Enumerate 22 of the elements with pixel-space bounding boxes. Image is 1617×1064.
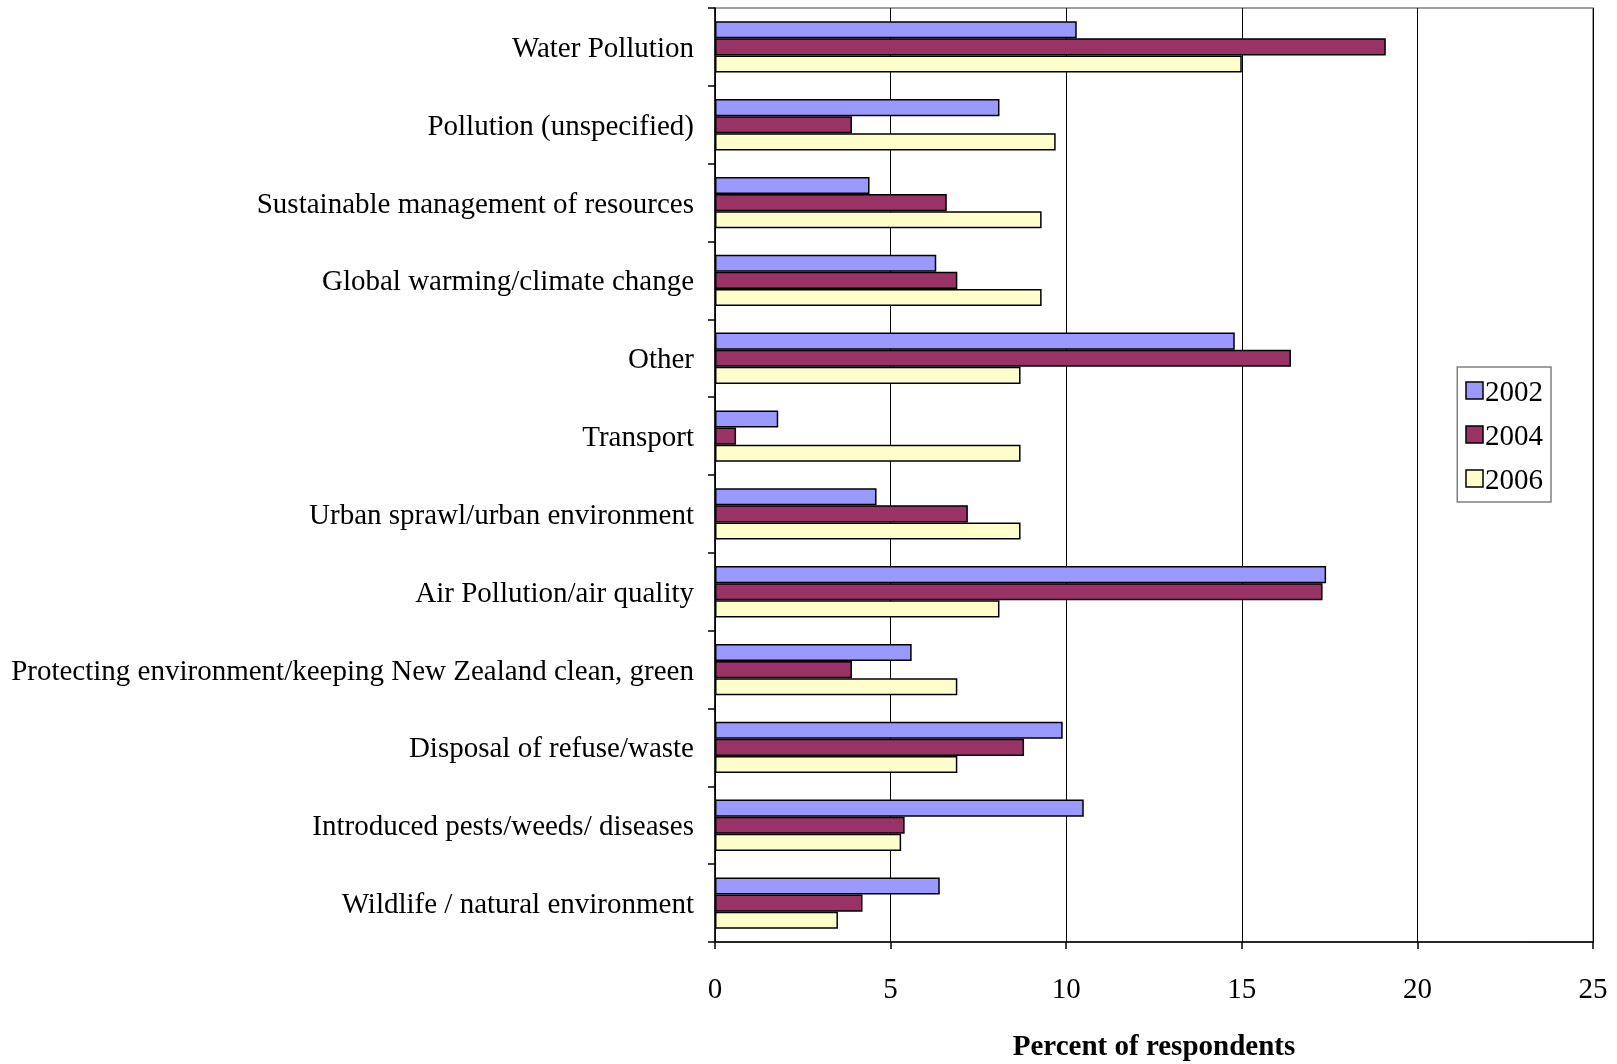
y-tick-label: Disposal of refuse/waste <box>408 731 694 764</box>
y-tick-label: Sustainable management of resources <box>256 186 694 219</box>
y-tick-label: Water Pollution <box>511 30 695 63</box>
x-tick-label: 0 <box>707 971 723 1004</box>
x-tick-label: 20 <box>1402 971 1432 1004</box>
x-tick-label: 15 <box>1227 971 1257 1004</box>
legend-label: 2002 <box>1485 374 1543 407</box>
x-tick-label: 10 <box>1051 971 1081 1004</box>
x-tick-label: 5 <box>883 971 898 1004</box>
y-tick-label: Wildlife / natural environment <box>341 887 694 920</box>
y-tick-label: Transport <box>582 420 694 453</box>
y-tick-label: Protecting environment/keeping New Zealand clean, green <box>11 653 695 686</box>
y-tick-label: Air Pollution/air quality <box>415 575 695 608</box>
legend-label: 2004 <box>1485 418 1544 451</box>
y-tick-label: Urban sprawl/urban environment <box>309 497 694 530</box>
y-tick-label: Introduced pests/weeds/ diseases <box>312 809 694 842</box>
x-axis-title: Percent of respondents <box>1012 1028 1296 1061</box>
y-tick-label: Pollution (unspecified) <box>427 108 694 142</box>
y-tick-label: Global warming/climate change <box>321 264 694 297</box>
legend-label: 2006 <box>1485 462 1543 495</box>
x-tick-label: 25 <box>1578 971 1608 1004</box>
y-tick-label: Other <box>627 342 695 375</box>
